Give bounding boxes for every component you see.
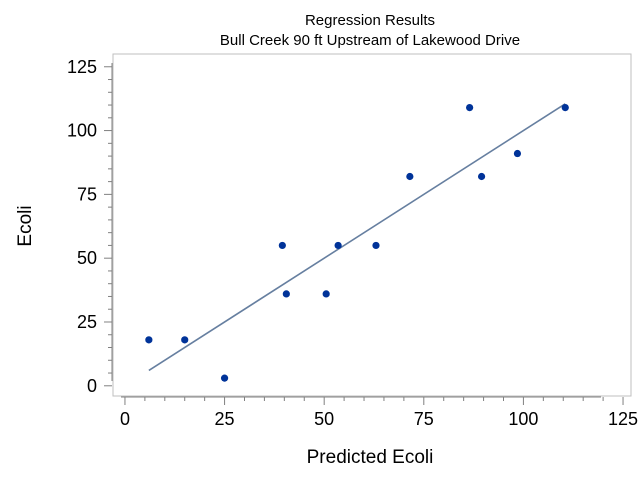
scatter-point <box>406 172 414 181</box>
scatter-point <box>220 374 229 382</box>
scatter-point <box>561 103 569 112</box>
chart-title: Regression Results <box>305 12 435 29</box>
y-tick-label: 125 <box>67 57 97 77</box>
scatter-points <box>145 103 569 382</box>
x-axis-label: Predicted Ecoli <box>307 447 434 468</box>
scatter-point <box>477 172 486 181</box>
regression-fit-line <box>148 103 566 372</box>
fit-line-layer <box>148 103 566 372</box>
scatter-point <box>181 336 189 344</box>
scatter-point <box>466 103 474 112</box>
x-tick-label: 50 <box>314 409 334 429</box>
y-tick-label: 50 <box>77 248 97 268</box>
scatter-point <box>282 290 290 298</box>
scatter-point <box>145 336 153 344</box>
scatter-point <box>322 290 330 298</box>
chart-subtitle: Bull Creek 90 ft Upstream of Lakewood Dr… <box>220 32 520 49</box>
plot-frame <box>112 53 632 397</box>
scatter-point <box>513 149 522 158</box>
x-tick-label: 100 <box>508 409 538 429</box>
scatter-point <box>278 241 286 250</box>
x-tick-label: 125 <box>608 409 638 429</box>
scatter-point <box>334 241 342 250</box>
y-tick-label: 75 <box>77 184 97 204</box>
y-tick-label: 100 <box>67 121 97 141</box>
scatter-point <box>372 241 380 250</box>
x-tick-label: 0 <box>120 409 130 429</box>
y-axis-label: Ecoli <box>15 205 36 246</box>
y-axis-ticks: 0 25 50 75 100 125 <box>67 57 112 396</box>
x-tick-label: 25 <box>215 409 235 429</box>
x-axis-ticks: 0 25 50 75 100 125 <box>120 397 638 429</box>
y-tick-label: 0 <box>87 376 97 396</box>
y-tick-label: 25 <box>77 312 97 332</box>
x-tick-label: 75 <box>414 409 434 429</box>
